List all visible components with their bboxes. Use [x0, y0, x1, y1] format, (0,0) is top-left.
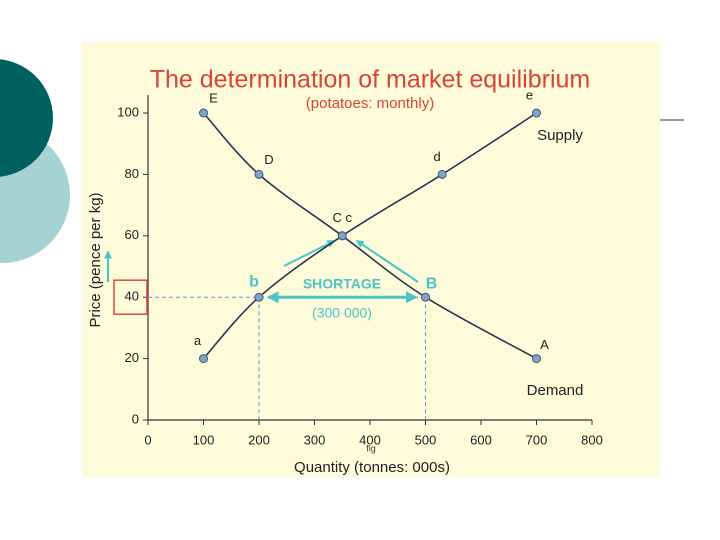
point-label: A	[540, 337, 549, 352]
pressure-arrow	[283, 240, 336, 267]
highlight-box	[113, 279, 148, 315]
chart-panel	[82, 42, 660, 477]
data-point	[437, 169, 447, 179]
x-tick-label: 0	[144, 432, 151, 447]
data-point	[532, 354, 541, 364]
series-label: Demand	[527, 382, 584, 399]
x-tick-label: 400	[359, 432, 381, 447]
annotation: fig	[366, 443, 376, 453]
x-tick-label: 500	[415, 432, 437, 447]
data-point	[199, 108, 208, 118]
x-tick-label: 100	[193, 432, 215, 447]
chart-subtitle: (potatoes: monthly)	[306, 95, 434, 112]
x-axis-label: Quantity (tonnes: 000s)	[294, 459, 450, 476]
x-tick-label: 700	[526, 432, 548, 447]
point-label: d	[434, 149, 441, 164]
point-label: b	[249, 273, 259, 290]
decor-circle	[0, 59, 53, 177]
point-label: a	[194, 333, 202, 348]
y-tick-label: 40	[125, 289, 139, 304]
point-label: D	[264, 152, 273, 167]
y-tick-label: 0	[132, 411, 139, 426]
data-point	[254, 292, 264, 302]
point-label: B	[426, 275, 438, 292]
chart-title: The determination of market equilibrium	[150, 66, 590, 94]
data-point	[421, 292, 430, 302]
y-tick-label: 60	[125, 227, 139, 242]
point-label: E	[209, 90, 218, 105]
x-tick-label: 600	[470, 432, 492, 447]
y-tick-label: 80	[125, 166, 139, 181]
y-tick-label: 20	[125, 350, 139, 365]
point-label: C c	[333, 210, 353, 225]
annotation: SHORTAGE	[303, 276, 381, 292]
data-point	[254, 169, 264, 179]
y-axis-label: Price (pence per kg)	[87, 192, 104, 327]
point-label: e	[526, 87, 533, 102]
pressure-arrow	[355, 240, 419, 283]
series-label: Supply	[537, 127, 583, 144]
x-tick-label: 200	[248, 432, 270, 447]
data-point	[199, 354, 208, 364]
data-point	[337, 231, 347, 241]
annotation: (300 000)	[312, 305, 372, 321]
y-tick-label: 100	[117, 104, 139, 119]
x-tick-label: 800	[581, 432, 603, 447]
x-tick-label: 300	[304, 432, 326, 447]
data-point	[532, 108, 541, 118]
